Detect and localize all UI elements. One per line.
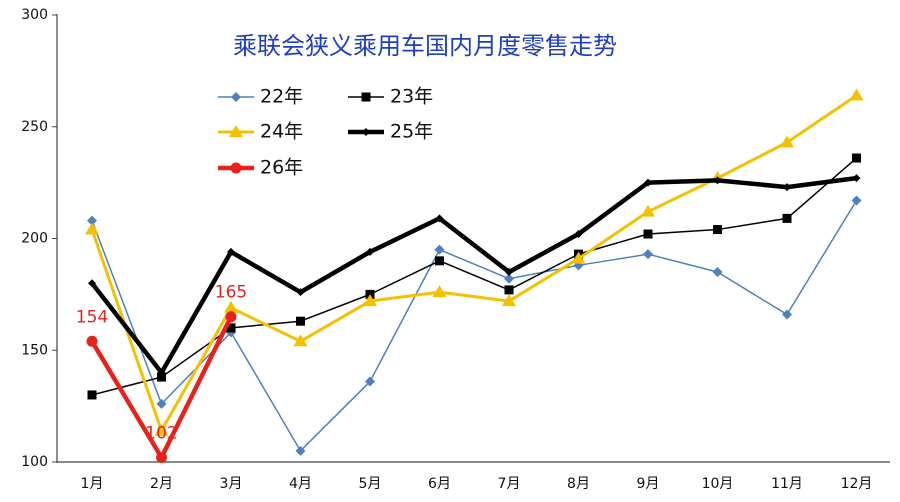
legend-marker <box>229 125 243 137</box>
y-tick-label: 100 <box>21 454 48 470</box>
legend-label: 26年 <box>260 157 303 179</box>
x-tick-label: 9月 <box>637 476 660 492</box>
data-label: 102 <box>145 424 177 444</box>
point <box>852 153 861 163</box>
x-tick-label: 8月 <box>567 476 590 492</box>
legend-marker <box>230 162 242 174</box>
point <box>643 229 653 239</box>
point <box>85 222 99 235</box>
x-tick-label: 5月 <box>359 476 382 492</box>
point <box>157 372 166 382</box>
point <box>849 88 864 101</box>
point <box>157 368 166 377</box>
legend-label: 22年 <box>260 86 303 108</box>
x-tick-label: 1月 <box>81 476 104 492</box>
point <box>504 273 514 284</box>
point <box>154 423 169 436</box>
point <box>783 183 791 192</box>
data-label: 165 <box>215 283 247 303</box>
point <box>296 288 305 297</box>
point <box>225 311 237 323</box>
point <box>366 247 374 256</box>
x-tick-label: 4月 <box>289 476 312 492</box>
point <box>87 390 97 400</box>
point <box>851 195 862 206</box>
point <box>571 251 586 264</box>
point <box>227 247 235 256</box>
legend-marker <box>231 92 241 102</box>
point <box>295 445 306 456</box>
point <box>641 204 655 217</box>
point <box>780 135 794 148</box>
point <box>86 335 98 347</box>
x-tick-label: 11月 <box>771 476 803 492</box>
point <box>87 215 97 226</box>
point <box>293 334 308 347</box>
point <box>365 376 375 387</box>
point <box>88 279 96 288</box>
x-tick-label: 10月 <box>702 476 734 492</box>
point <box>156 452 167 464</box>
x-tick-label: 2月 <box>150 476 173 492</box>
point <box>574 230 583 239</box>
point <box>713 225 722 235</box>
point <box>644 178 652 187</box>
point <box>712 267 723 278</box>
point <box>505 268 513 277</box>
y-tick-label: 300 <box>21 7 48 23</box>
legend-marker <box>362 128 370 136</box>
series-line <box>90 175 857 375</box>
data-label: 154 <box>76 307 108 327</box>
legend-label: 24年 <box>260 121 303 143</box>
point <box>434 244 445 255</box>
point <box>502 294 516 307</box>
x-tick-label: 12月 <box>841 476 873 492</box>
point <box>226 323 236 333</box>
point <box>432 285 447 298</box>
legend-label: 23年 <box>390 86 433 108</box>
point <box>782 213 792 223</box>
chart-title: 乘联会狭义乘用车国内月度零售走势 <box>233 32 617 60</box>
point <box>504 285 514 295</box>
point <box>782 309 792 320</box>
point <box>363 294 377 307</box>
point <box>435 256 444 266</box>
x-tick-label: 6月 <box>428 476 451 492</box>
legend-marker <box>361 92 371 102</box>
series-line <box>90 94 858 433</box>
x-tick-label: 3月 <box>220 476 243 492</box>
legend-label: 25年 <box>390 121 433 143</box>
point <box>296 316 305 326</box>
x-tick-label: 7月 <box>498 476 521 492</box>
y-tick-label: 250 <box>21 119 48 135</box>
point <box>435 214 444 223</box>
point <box>713 176 722 185</box>
point <box>852 174 861 183</box>
point <box>643 249 653 260</box>
point <box>224 300 238 313</box>
point <box>156 398 167 409</box>
y-tick-label: 200 <box>21 231 48 247</box>
y-tick-label: 150 <box>21 342 48 358</box>
